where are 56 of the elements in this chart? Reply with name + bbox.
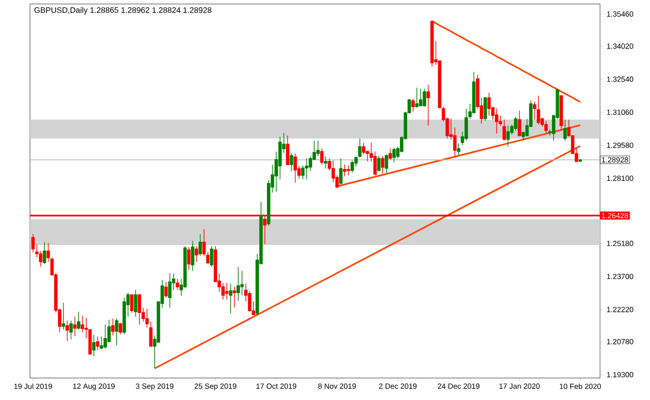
candlestick [122, 297, 126, 335]
candlestick [225, 282, 229, 300]
candlestick [346, 164, 350, 176]
candlestick [578, 158, 582, 162]
candlestick [164, 281, 168, 298]
candlestick [138, 294, 142, 326]
candlestick [544, 120, 548, 134]
candlestick [560, 94, 563, 131]
candlestick [484, 96, 487, 122]
candlestick [190, 240, 194, 272]
candlestick [377, 155, 381, 172]
candlestick [487, 92, 491, 116]
candlestick [304, 158, 308, 180]
candlestick [111, 318, 115, 336]
candlestick [384, 154, 388, 174]
candlestick [316, 140, 320, 157]
candlestick [168, 272, 172, 308]
candlestick [187, 246, 191, 270]
candlestick [69, 320, 73, 340]
candlestick [198, 234, 202, 256]
candlestick [339, 158, 343, 185]
candlestick [294, 153, 297, 184]
candlestick [286, 135, 290, 166]
candlestick [96, 336, 100, 350]
candlestick [456, 143, 460, 156]
candlestick [66, 320, 69, 342]
candlestick [320, 148, 324, 165]
candlestick [422, 88, 426, 107]
candlestick [42, 242, 46, 264]
candlestick [536, 95, 540, 125]
candlestick [418, 88, 422, 107]
candlestick [518, 110, 522, 137]
candlestick [210, 246, 214, 268]
candlestick [134, 290, 138, 317]
candlestick [430, 20, 434, 68]
candlestick [92, 334, 96, 356]
candlestick [350, 160, 354, 173]
candlestick [176, 278, 180, 290]
candlestick [130, 294, 134, 313]
candlestick [506, 125, 510, 147]
candlestick [76, 311, 80, 330]
candlestick [290, 153, 294, 172]
candlestick [494, 108, 498, 134]
candlestick [392, 147, 396, 163]
candlestick [563, 119, 567, 141]
candlestick [514, 116, 518, 131]
candlestick [232, 286, 236, 308]
candlestick [104, 324, 107, 349]
candlestick [114, 318, 118, 346]
candlestick [502, 119, 506, 141]
candlestick [388, 148, 392, 160]
candlestick [194, 246, 198, 262]
candlestick [411, 98, 415, 112]
candlestick [380, 156, 384, 174]
candlestick [118, 322, 122, 335]
candlestick [62, 302, 66, 330]
